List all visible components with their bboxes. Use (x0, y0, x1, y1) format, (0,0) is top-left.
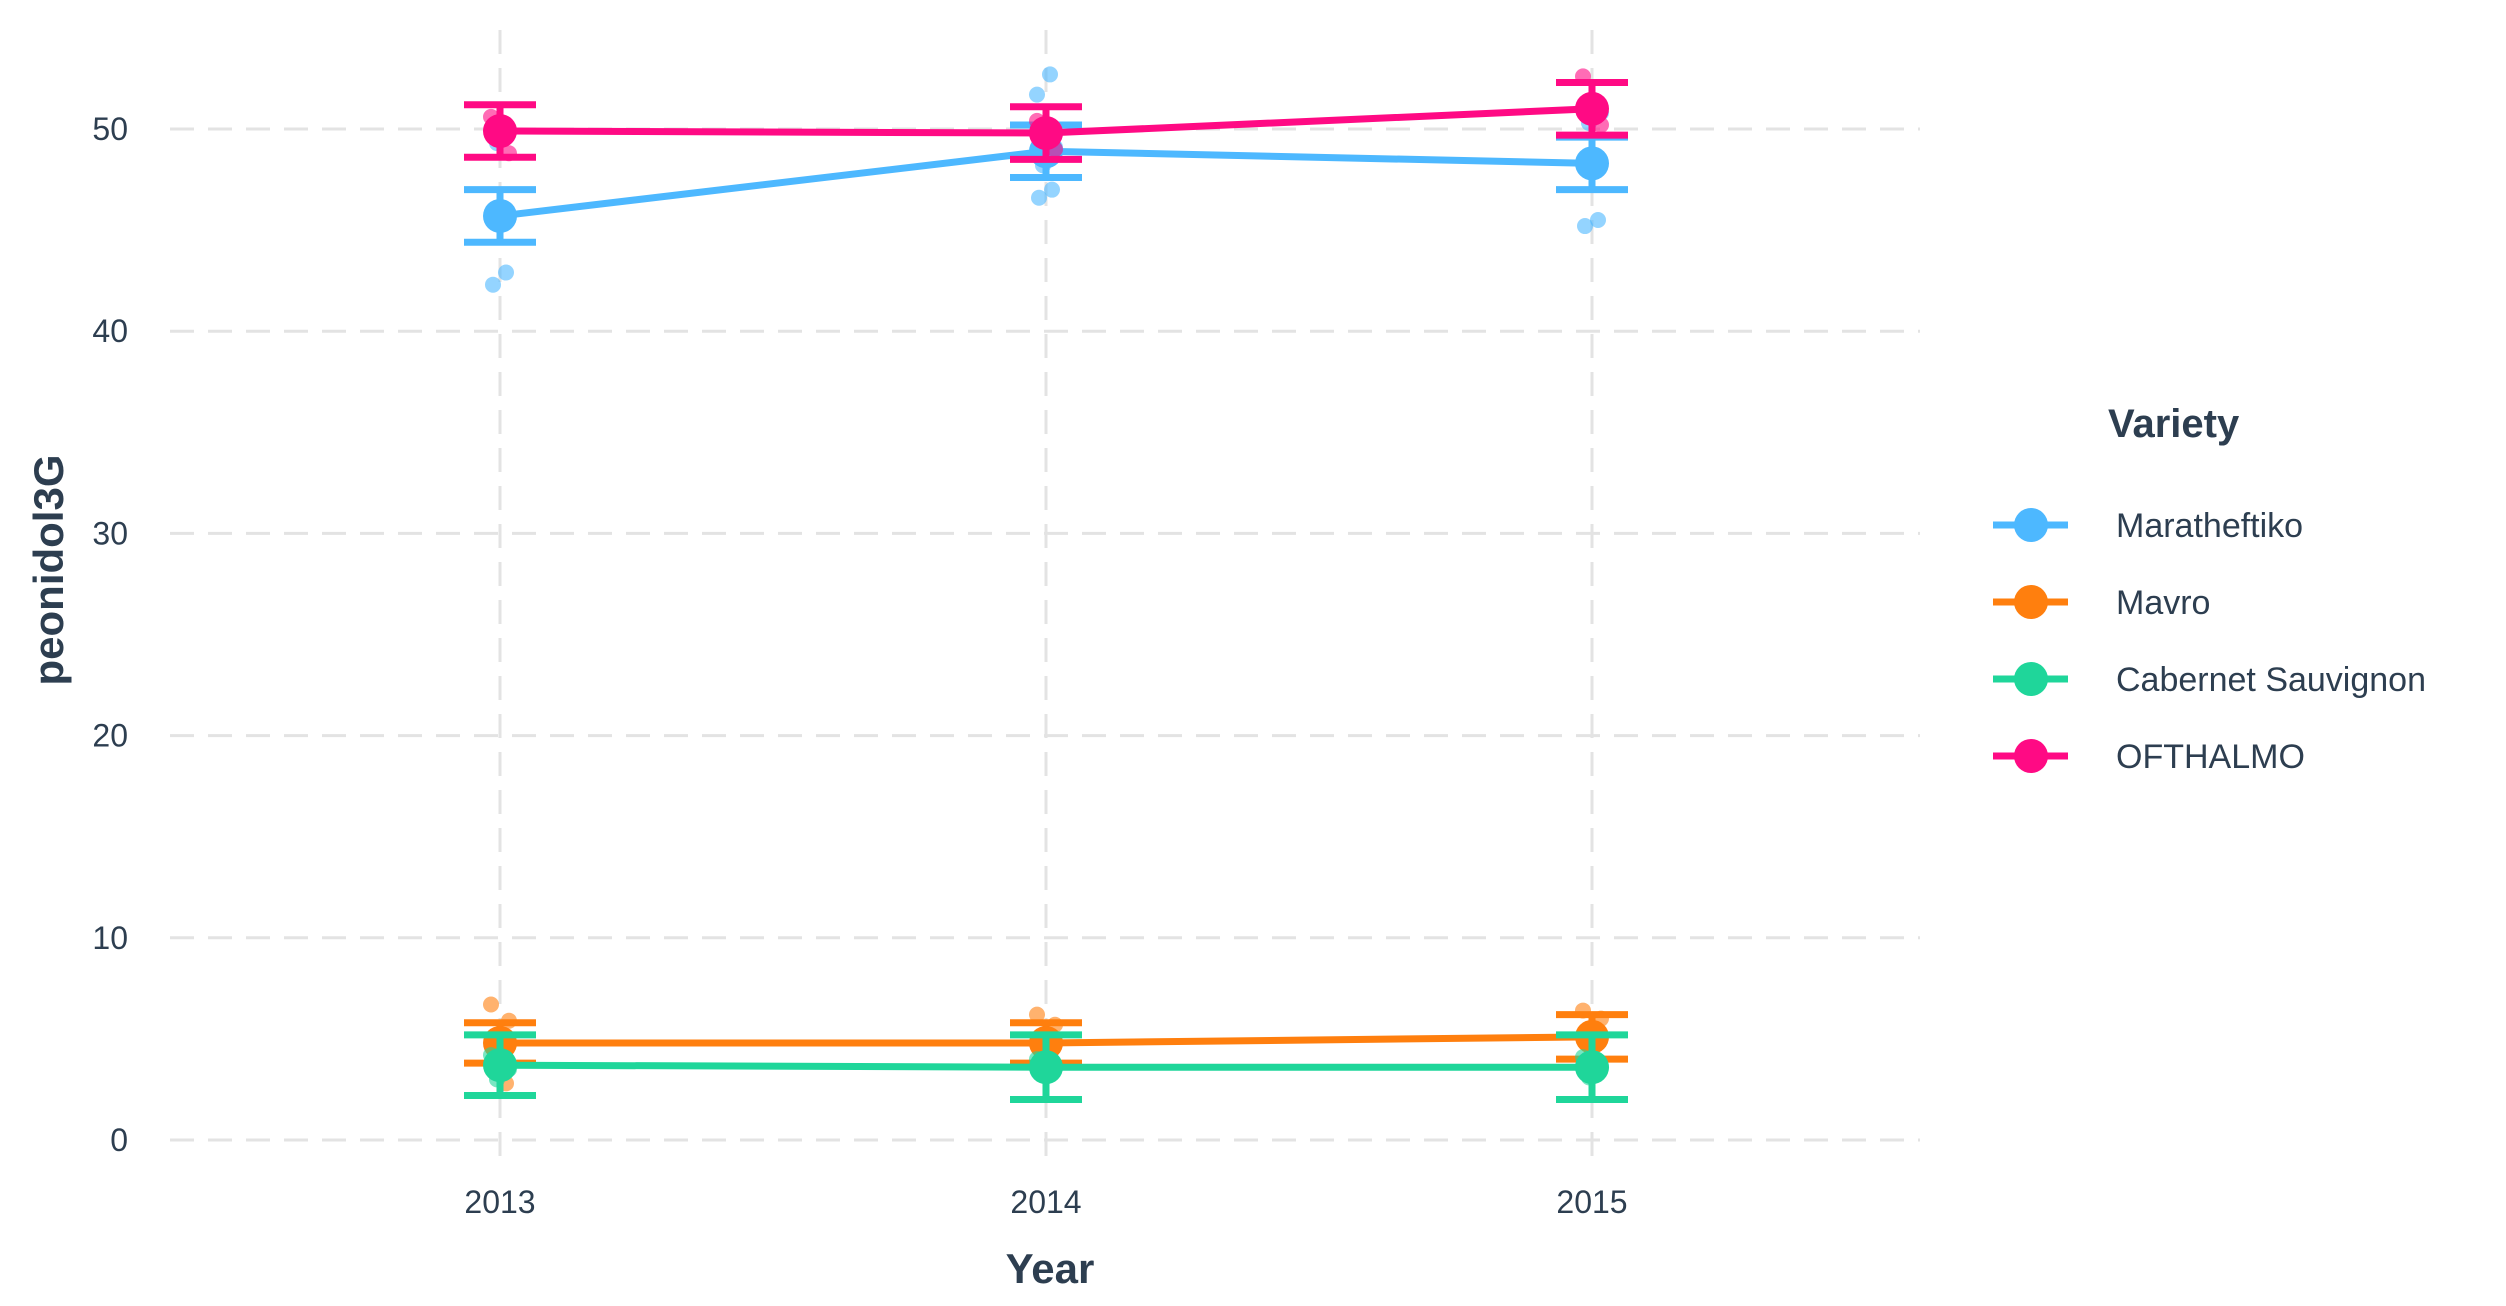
y-axis-title: peonidol3G (25, 455, 72, 686)
x-tick-label: 2014 (1010, 1184, 1081, 1220)
legend-key-marker (2014, 585, 2048, 619)
legend-label: Mavro (2116, 584, 2210, 622)
data-point (1031, 189, 1047, 206)
mean-marker (483, 114, 517, 149)
y-tick-label: 0 (110, 1122, 128, 1158)
data-point (1042, 66, 1058, 83)
legend-item: Cabernet Sauvignon (1993, 661, 2426, 699)
legend-key-marker (2014, 739, 2048, 773)
data-point (485, 276, 501, 293)
x-tick-label: 2015 (1556, 1184, 1627, 1220)
legend-item: Maratheftiko (1993, 507, 2303, 545)
mean-marker (1575, 146, 1609, 181)
mean-marker (1029, 1050, 1063, 1085)
data-point (483, 996, 499, 1013)
legend: Variety Maratheftiko Mavro Cabernet Sauvig… (1993, 402, 2426, 776)
y-tick-label: 40 (92, 313, 128, 349)
x-axis-title: Year (1006, 1245, 1095, 1292)
mean-marker (1575, 1050, 1609, 1085)
series-layer (464, 66, 1628, 1104)
data-point (1029, 86, 1045, 103)
legend-key-marker (2014, 662, 2048, 696)
data-point (1029, 1006, 1045, 1023)
series-cabernet-sauvignon (464, 1031, 1628, 1104)
x-tick-labels: 2013 2014 2015 (464, 1184, 1627, 1220)
data-point (1044, 181, 1060, 198)
legend-item: Mavro (1993, 584, 2210, 622)
legend-items: Maratheftiko Mavro Cabernet Sauvignon OFTHA… (1993, 507, 2426, 776)
legend-key-marker (2014, 508, 2048, 542)
y-tick-label: 30 (92, 515, 128, 551)
y-tick-label: 10 (92, 920, 128, 956)
data-point (1577, 218, 1593, 235)
y-tick-labels: 0 10 20 30 40 50 (92, 111, 128, 1158)
x-tick-label: 2013 (464, 1184, 535, 1220)
mean-marker (483, 198, 517, 233)
mean-marker (1575, 91, 1609, 126)
legend-label: Maratheftiko (2116, 507, 2303, 545)
data-point (498, 264, 514, 281)
mean-marker (483, 1048, 517, 1083)
y-tick-label: 20 (92, 718, 128, 754)
legend-item: OFTHALMO (1993, 738, 2305, 776)
legend-title: Variety (2108, 402, 2240, 446)
series-ofthalmo (464, 68, 1628, 163)
legend-label: OFTHALMO (2116, 738, 2305, 776)
data-point (1590, 211, 1606, 228)
y-tick-label: 50 (92, 111, 128, 147)
legend-label: Cabernet Sauvignon (2116, 661, 2426, 699)
mean-marker (1029, 116, 1063, 151)
